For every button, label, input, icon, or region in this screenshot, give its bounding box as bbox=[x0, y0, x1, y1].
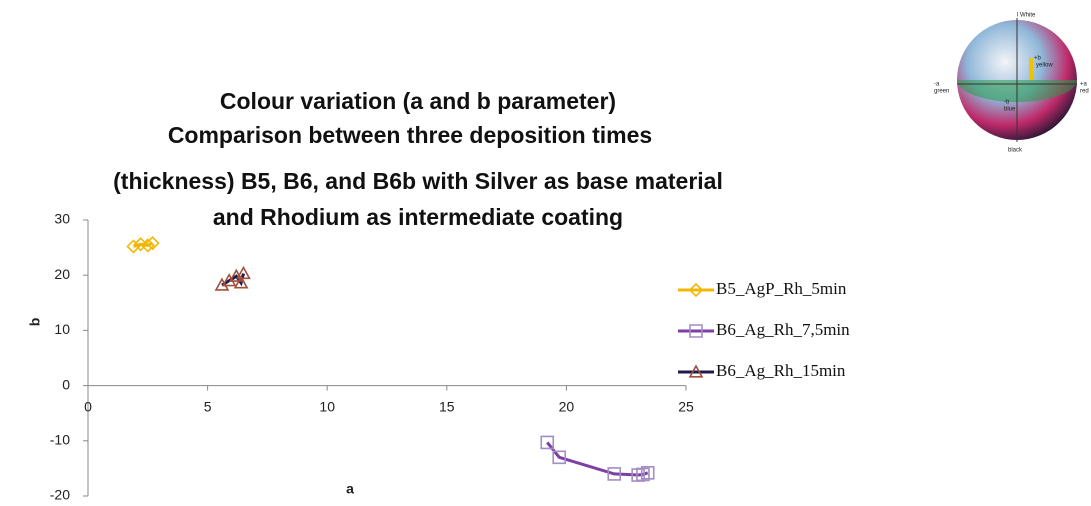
y-tick-label: 0 bbox=[62, 376, 70, 392]
y-tick-label: 20 bbox=[54, 266, 70, 282]
title-line: Colour variation (a and b parameter) bbox=[220, 88, 616, 114]
series-line bbox=[133, 241, 154, 248]
marker bbox=[236, 265, 251, 280]
marker bbox=[214, 277, 230, 291]
inset-label: yellow bbox=[1036, 63, 1053, 69]
marker bbox=[640, 466, 655, 480]
y-tick-label: -20 bbox=[50, 487, 70, 503]
y-axis-label: b bbox=[27, 318, 43, 327]
legend-label: B6_Ag_Rh_15min bbox=[716, 361, 846, 380]
title-line: Comparison between three deposition time… bbox=[168, 122, 652, 148]
inset-label: -b bbox=[1004, 100, 1010, 106]
legend-marker bbox=[689, 324, 703, 338]
legend-label: B6_Ag_Rh_7,5min bbox=[716, 320, 850, 339]
legend-label: B5_AgP_Rh_5min bbox=[716, 279, 847, 298]
inset-label: red bbox=[1080, 89, 1089, 95]
x-tick-label: 15 bbox=[439, 398, 455, 414]
inset-label: -a bbox=[934, 82, 940, 88]
marker bbox=[540, 435, 555, 450]
inset-sphere bbox=[957, 18, 1077, 142]
inset-label: blue bbox=[1004, 107, 1016, 113]
sphere-yellow bbox=[1029, 58, 1033, 80]
marker bbox=[233, 275, 249, 289]
inset-label: black bbox=[1008, 148, 1023, 154]
chart-title: Colour variation (a and b parameter) Comp… bbox=[113, 88, 723, 230]
title-line: (thickness) B5, B6, and B6b with Silver … bbox=[113, 168, 723, 194]
marker bbox=[552, 450, 567, 465]
inset-label: l White bbox=[1017, 13, 1036, 19]
title-line: and Rhodium as intermediate coating bbox=[213, 204, 623, 230]
marker bbox=[140, 238, 155, 253]
marker bbox=[145, 236, 160, 251]
marker bbox=[607, 467, 622, 481]
y-tick-label: 10 bbox=[54, 321, 70, 337]
legend-marker bbox=[688, 282, 704, 298]
marker bbox=[636, 467, 650, 482]
x-tick-label: 20 bbox=[559, 398, 575, 414]
marker bbox=[221, 273, 237, 287]
inset-label: green bbox=[934, 89, 949, 95]
legend-marker bbox=[688, 364, 704, 378]
y-tick-label: 30 bbox=[54, 211, 70, 227]
x-axis-label: a bbox=[346, 481, 354, 497]
inset-label: +b bbox=[1034, 56, 1042, 62]
x-tick-label: 0 bbox=[84, 398, 92, 414]
x-tick-label: 25 bbox=[678, 398, 694, 414]
y-tick-label: -10 bbox=[50, 432, 70, 448]
marker bbox=[126, 239, 141, 254]
inset-label: +a bbox=[1080, 82, 1088, 88]
x-tick-label: 5 bbox=[204, 398, 212, 414]
x-tick-label: 10 bbox=[319, 398, 335, 414]
